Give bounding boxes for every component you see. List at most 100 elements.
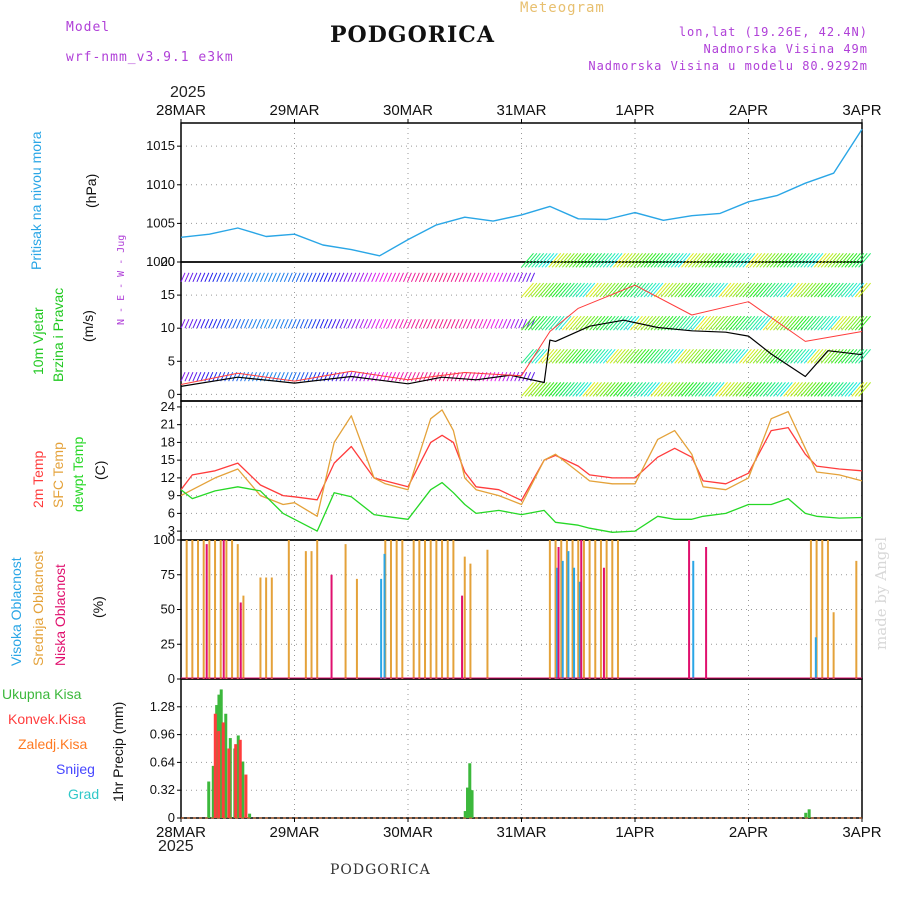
wind-barb: [708, 382, 722, 397]
wind-barb: [220, 272, 226, 283]
wind-barb: [643, 348, 657, 364]
wind-barb: [854, 348, 868, 364]
wind-barb: [599, 252, 613, 268]
wind-barb: [196, 272, 202, 283]
wind-barb: [701, 282, 715, 298]
wind-barb: [531, 252, 545, 268]
wind-barb: [548, 348, 562, 364]
wind-barb: [817, 252, 831, 268]
wind-barb: [592, 382, 606, 397]
wind-barb: [200, 371, 206, 382]
wind-barb: [796, 348, 810, 364]
wind-barb: [208, 371, 214, 382]
wind-barb: [722, 315, 735, 331]
wind-barb: [228, 371, 234, 382]
wind-barb: [462, 371, 468, 382]
wind-barb: [474, 272, 480, 283]
wind-barb: [522, 318, 528, 329]
wind-barb: [200, 272, 206, 283]
wind-barb: [180, 318, 186, 329]
wind-barb: [596, 282, 609, 298]
wind-barb: [252, 318, 257, 329]
wind-barb: [830, 315, 844, 331]
wind-barb: [701, 315, 715, 331]
wind-barb: [514, 272, 520, 283]
wind-barb: [454, 318, 460, 329]
wind-barb: [766, 252, 780, 268]
wind-barb: [367, 318, 373, 329]
wind-barb: [192, 371, 198, 382]
wind-barb: [670, 348, 684, 364]
wind-barb: [592, 315, 606, 331]
wind-barb: [430, 272, 436, 283]
wind-barb: [430, 318, 436, 329]
wind-barb: [283, 318, 289, 329]
wind-barb: [677, 315, 691, 331]
wind-barb: [759, 252, 773, 268]
wind-barb: [375, 272, 381, 283]
wind-barb: [596, 252, 609, 268]
wind-barb: [521, 252, 534, 268]
wind-barb: [800, 282, 814, 298]
wind-barb: [735, 348, 749, 364]
wind-barb: [371, 318, 377, 329]
wind-barb: [630, 382, 643, 397]
wind-barb: [502, 371, 508, 382]
wind-barb: [188, 272, 194, 283]
wind-barb: [259, 272, 265, 283]
precip-bar-convective: [238, 739, 242, 818]
wind-barb: [426, 272, 432, 283]
wind-barb: [732, 348, 745, 364]
wind-barb: [522, 272, 528, 283]
wind-barb: [698, 315, 711, 331]
wind-barb: [752, 348, 766, 364]
wind-barb: [575, 348, 589, 364]
wind-barb: [494, 272, 500, 283]
wind-barb: [599, 382, 613, 397]
x-tick-label-top: 3APR: [842, 102, 881, 119]
wind-barb: [660, 382, 674, 397]
wind-barb: [725, 348, 739, 364]
wind-barb: [800, 382, 814, 397]
x-tick-label-bottom: 3APR: [842, 824, 881, 841]
wind-barb: [769, 282, 783, 298]
wind-barb: [667, 315, 681, 331]
wind-barb: [609, 348, 623, 364]
wind-barb: [800, 315, 814, 331]
wind-barb: [779, 252, 793, 268]
wind-barb: [188, 318, 194, 329]
y-tick-label: 9: [168, 488, 175, 503]
wind-barb: [327, 371, 333, 382]
wind-barb: [851, 252, 865, 268]
y-tick-label: 1000: [146, 254, 175, 269]
wind-barb: [538, 282, 551, 298]
wind-barb: [667, 382, 681, 397]
wind-barb: [609, 315, 623, 331]
precip-bar-total: [468, 763, 472, 818]
wind-barb: [410, 318, 416, 329]
wind-barb: [383, 272, 389, 283]
wind-barb: [184, 371, 190, 382]
wind-barb: [596, 382, 609, 397]
wind-barb: [725, 382, 739, 397]
wind-barb: [275, 272, 281, 283]
wind-barb: [565, 315, 579, 331]
wind-barb: [657, 282, 671, 298]
wind-barb: [725, 315, 739, 331]
x-tick-label-bottom: 30MAR: [383, 824, 433, 841]
wind-barb: [773, 282, 786, 298]
wind-barb: [643, 252, 657, 268]
wind-barb: [267, 371, 273, 382]
wind-barb: [728, 252, 742, 268]
wind-barb: [783, 282, 797, 298]
wind-barb: [796, 252, 810, 268]
wind-barb: [776, 348, 790, 364]
wind-barb: [572, 348, 585, 364]
wind-barb: [626, 382, 640, 397]
wind-barb: [602, 282, 616, 298]
wind-barb: [745, 315, 759, 331]
wind-barb: [252, 272, 257, 283]
wind-barb: [434, 272, 440, 283]
wind-barb: [418, 318, 424, 329]
